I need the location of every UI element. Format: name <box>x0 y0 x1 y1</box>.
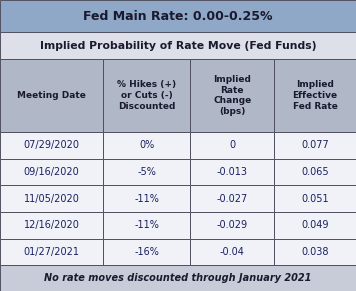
Text: Implied
Rate
Change
(bps): Implied Rate Change (bps) <box>213 75 251 116</box>
Text: 12/16/2020: 12/16/2020 <box>24 220 79 230</box>
Bar <box>0 159 103 185</box>
Bar <box>103 212 190 239</box>
Bar <box>103 132 190 159</box>
Text: -5%: -5% <box>137 167 156 177</box>
Bar <box>190 185 274 212</box>
Text: -16%: -16% <box>135 247 159 257</box>
Text: 0.038: 0.038 <box>301 247 329 257</box>
Text: 11/05/2020: 11/05/2020 <box>24 194 79 203</box>
Text: 0.049: 0.049 <box>301 220 329 230</box>
Bar <box>274 212 356 239</box>
Bar <box>274 132 356 159</box>
Text: -0.029: -0.029 <box>217 220 248 230</box>
Text: 0%: 0% <box>139 140 155 150</box>
Bar <box>103 159 190 185</box>
Text: Implied Probability of Rate Move (Fed Funds): Implied Probability of Rate Move (Fed Fu… <box>40 41 316 51</box>
Text: No rate moves discounted through January 2021: No rate moves discounted through January… <box>44 273 312 283</box>
Bar <box>0 185 103 212</box>
Text: 0.051: 0.051 <box>301 194 329 203</box>
Bar <box>103 59 190 132</box>
Text: -0.013: -0.013 <box>217 167 248 177</box>
Bar <box>190 159 274 185</box>
Bar <box>190 59 274 132</box>
Bar <box>103 239 190 265</box>
Text: 07/29/2020: 07/29/2020 <box>23 140 80 150</box>
Text: 0: 0 <box>229 140 235 150</box>
Text: -11%: -11% <box>135 220 159 230</box>
Bar <box>0 212 103 239</box>
Text: 0.065: 0.065 <box>301 167 329 177</box>
Bar <box>103 185 190 212</box>
Bar <box>274 185 356 212</box>
Text: 01/27/2021: 01/27/2021 <box>23 247 80 257</box>
Text: -0.027: -0.027 <box>217 194 248 203</box>
Bar <box>0 59 103 132</box>
Bar <box>190 132 274 159</box>
Text: % Hikes (+)
or Cuts (-)
Discounted: % Hikes (+) or Cuts (-) Discounted <box>117 80 177 111</box>
Bar <box>274 239 356 265</box>
Text: Meeting Date: Meeting Date <box>17 91 86 100</box>
Bar <box>0 265 356 291</box>
Text: 09/16/2020: 09/16/2020 <box>24 167 79 177</box>
Text: Fed Main Rate: 0.00-0.25%: Fed Main Rate: 0.00-0.25% <box>83 10 273 23</box>
Bar <box>190 239 274 265</box>
Bar <box>0 32 356 59</box>
Bar <box>0 132 103 159</box>
Bar <box>0 239 103 265</box>
Bar <box>274 59 356 132</box>
Text: Implied
Effective
Fed Rate: Implied Effective Fed Rate <box>293 80 337 111</box>
Text: -0.04: -0.04 <box>220 247 245 257</box>
Bar <box>0 0 356 32</box>
Text: -11%: -11% <box>135 194 159 203</box>
Bar <box>190 212 274 239</box>
Text: 0.077: 0.077 <box>301 140 329 150</box>
Bar <box>274 159 356 185</box>
